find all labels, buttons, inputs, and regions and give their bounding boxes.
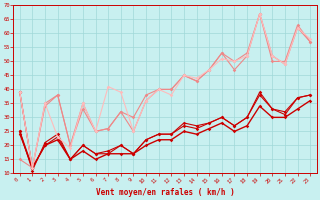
- X-axis label: Vent moyen/en rafales ( km/h ): Vent moyen/en rafales ( km/h ): [96, 188, 234, 197]
